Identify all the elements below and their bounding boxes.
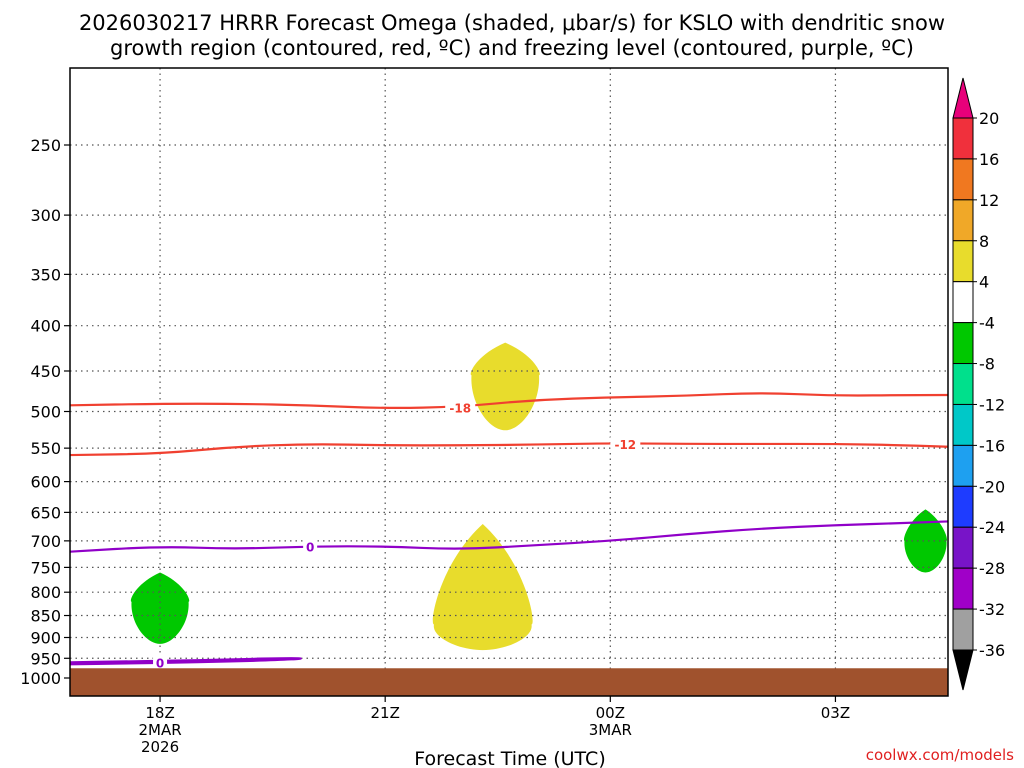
x-tick-label-1-1: 2MAR bbox=[138, 721, 181, 739]
contour-label-3-0: 0 bbox=[156, 656, 164, 670]
colorbar-bottom-triangle bbox=[952, 649, 974, 691]
contour-line-1 bbox=[70, 442, 948, 457]
x-tick-label-1-2: 2026 bbox=[141, 738, 179, 756]
omega-region-1 bbox=[432, 524, 533, 651]
y-tick-label-600: 600 bbox=[30, 473, 61, 492]
colorbar-label-2: 12 bbox=[979, 191, 999, 210]
contour-label-bg-0-1 bbox=[1008, 388, 1024, 402]
colorbar-bin-9 bbox=[952, 485, 974, 528]
omega-shading-layer bbox=[130, 342, 947, 651]
x-tick-label-1-0: 18Z bbox=[145, 704, 174, 722]
x-tick-label-7-0: 00Z bbox=[596, 704, 625, 722]
colorbar-bin-11 bbox=[952, 567, 974, 610]
colorbar-label-7: -12 bbox=[979, 395, 1005, 414]
terrain-layer bbox=[70, 668, 948, 696]
y-tick-label-350: 350 bbox=[30, 265, 61, 284]
omega-region-12 bbox=[903, 509, 947, 573]
contour-label-1-0: -12 bbox=[614, 438, 636, 452]
x-axis-ticks: 18Z2MAR202621Z00Z3MAR03Z06Z09Z bbox=[138, 696, 850, 756]
contour-label-0-0: -18 bbox=[449, 402, 471, 416]
terrain-fill bbox=[70, 668, 948, 696]
credit-text: coolwx.com/models bbox=[866, 746, 1014, 764]
colorbar-bin-0 bbox=[952, 117, 974, 160]
chart-title-line-1: 2026030217 HRRR Forecast Omega (shaded, … bbox=[79, 11, 945, 35]
colorbar-top-triangle bbox=[952, 77, 974, 119]
y-tick-label-500: 500 bbox=[30, 403, 61, 422]
x-tick-label-10-0: 03Z bbox=[821, 704, 850, 722]
colorbar-bin-2 bbox=[952, 199, 974, 242]
colorbar-label-13: -36 bbox=[979, 641, 1005, 660]
y-tick-label-300: 300 bbox=[30, 206, 61, 225]
colorbar-bin-5 bbox=[952, 322, 974, 365]
y-tick-label-450: 450 bbox=[30, 362, 61, 381]
contour-line-3 bbox=[70, 657, 302, 666]
omega-region-0 bbox=[470, 342, 540, 431]
chart-title: 2026030217 HRRR Forecast Omega (shaded, … bbox=[79, 11, 945, 60]
y-tick-label-750: 750 bbox=[30, 558, 61, 577]
colorbar-label-6: -8 bbox=[979, 355, 995, 374]
colorbar-bin-10 bbox=[952, 526, 974, 569]
contour-label-bg-0-0 bbox=[445, 400, 476, 415]
colorbar-label-0: 20 bbox=[979, 109, 999, 128]
x-tick-label-4-0: 21Z bbox=[370, 704, 399, 722]
y-tick-label-900: 900 bbox=[30, 628, 61, 647]
colorbar-bin-8 bbox=[952, 444, 974, 487]
y-tick-label-550: 550 bbox=[30, 439, 61, 458]
y-tick-label-850: 850 bbox=[30, 607, 61, 626]
colorbar-bin-12 bbox=[952, 608, 974, 651]
contour-label-bg-3-0 bbox=[153, 655, 168, 670]
colorbar-label-9: -20 bbox=[979, 477, 1005, 496]
y-tick-label-700: 700 bbox=[30, 532, 61, 551]
colorbar-label-1: 16 bbox=[979, 150, 999, 169]
y-tick-label-950: 950 bbox=[30, 649, 61, 668]
colorbar-bin-7 bbox=[952, 403, 974, 446]
colorbar-label-4: 4 bbox=[979, 273, 989, 292]
y-tick-label-250: 250 bbox=[30, 136, 61, 155]
x-axis-label: Forecast Time (UTC) bbox=[414, 748, 605, 768]
contour-line-0 bbox=[70, 392, 948, 409]
y-axis-ticks: 250 300 350 400 450 500 550 600 650 700 750 800 850 9… bbox=[20, 136, 70, 688]
y-tick-label-1000: 1000 bbox=[20, 669, 61, 688]
contour-line-2 bbox=[70, 520, 948, 553]
grid-lines bbox=[70, 68, 948, 696]
contour-label-2-0: 0 bbox=[306, 540, 314, 554]
colorbar-label-11: -28 bbox=[979, 559, 1005, 578]
colorbar-bin-3 bbox=[952, 240, 974, 283]
colorbar-label-10: -24 bbox=[979, 518, 1005, 537]
colorbar-label-5: -4 bbox=[979, 314, 995, 333]
contour-label-bg-1-0 bbox=[610, 436, 641, 451]
colorbar-bin-6 bbox=[952, 363, 974, 405]
contour-label-bg-2-0 bbox=[303, 539, 318, 554]
colorbar-label-12: -32 bbox=[979, 600, 1005, 619]
y-tick-label-650: 650 bbox=[30, 503, 61, 522]
chart-title-line-2: growth region (contoured, red, ºC) and f… bbox=[110, 36, 914, 60]
contour-label-0-1: -18 bbox=[1012, 389, 1024, 403]
colorbar-label-8: -16 bbox=[979, 436, 1005, 455]
colorbar-bin-1 bbox=[952, 158, 974, 201]
temperature-contours: -18-18-12-12000 bbox=[70, 388, 1024, 670]
x-tick-label-7-1: 3MAR bbox=[589, 721, 632, 739]
colorbar-label-3: 8 bbox=[979, 232, 989, 251]
y-tick-label-400: 400 bbox=[30, 317, 61, 336]
colorbar: 20 16 12 8 4 -4 -8 -12 -16 -20 -24 -28 -32 -36 bbox=[952, 77, 1005, 691]
plot-frame bbox=[69, 67, 949, 697]
y-tick-label-800: 800 bbox=[30, 583, 61, 602]
colorbar-bin-4 bbox=[952, 281, 974, 324]
